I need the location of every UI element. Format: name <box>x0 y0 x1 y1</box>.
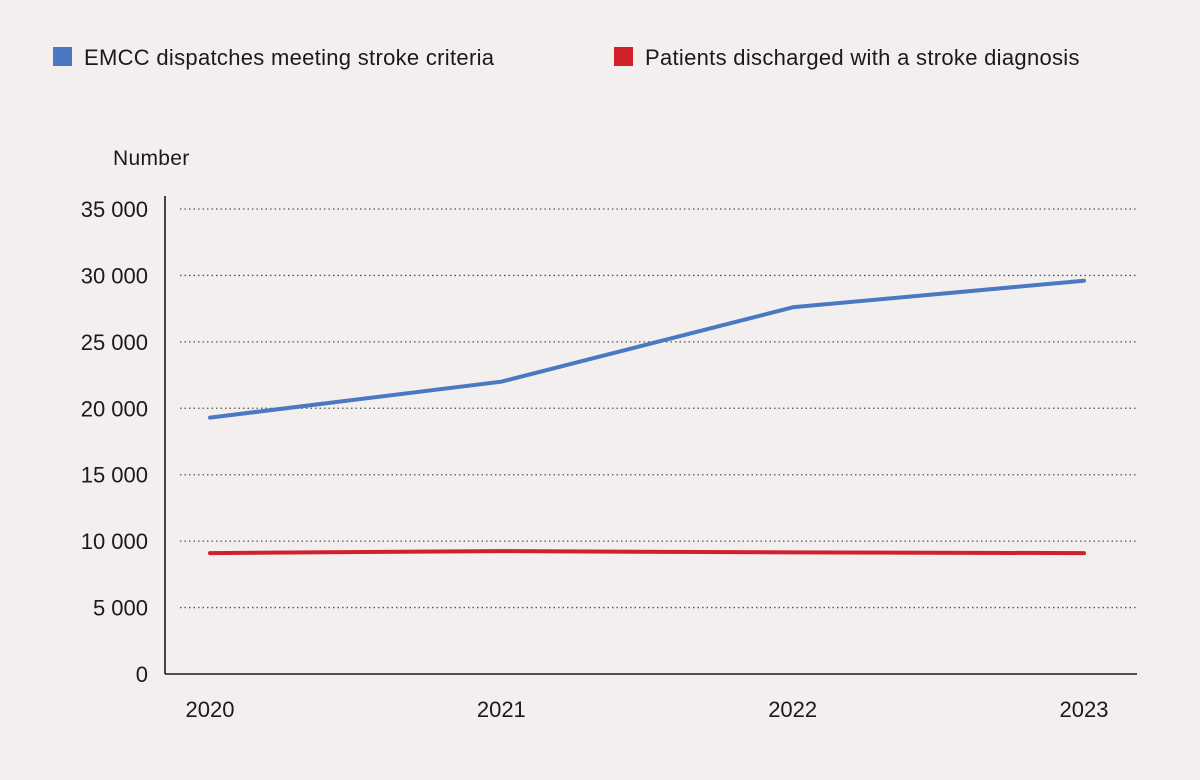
y-axis-title: Number <box>113 147 190 170</box>
y-tick-label: 20 000 <box>81 396 148 421</box>
y-tick-label: 25 000 <box>81 330 148 355</box>
x-tick-label: 2022 <box>768 697 817 722</box>
legend: EMCC dispatches meeting stroke criteria P… <box>53 45 1080 70</box>
series-lines <box>208 278 1086 556</box>
y-tick-label: 30 000 <box>81 263 148 288</box>
y-tick-label: 35 000 <box>81 197 148 222</box>
y-tick-label: 15 000 <box>81 463 148 488</box>
x-axis-ticks: 2020 2021 2022 2023 <box>186 697 1109 722</box>
x-tick-label: 2021 <box>477 697 526 722</box>
series-line-1 <box>208 278 1086 420</box>
legend-swatch-2 <box>614 47 633 66</box>
legend-label-2: Patients discharged with a stroke diagno… <box>645 45 1080 70</box>
series-line-2 <box>208 549 1086 556</box>
legend-swatch-1 <box>53 47 72 66</box>
y-tick-label: 10 000 <box>81 529 148 554</box>
x-tick-label: 2023 <box>1060 697 1109 722</box>
legend-label-1: EMCC dispatches meeting stroke criteria <box>84 45 495 70</box>
y-axis-ticks: 0 5 000 10 000 15 000 20 000 25 000 30 000 35 0… <box>81 197 148 687</box>
y-tick-label: 0 <box>136 662 148 687</box>
x-tick-label: 2020 <box>186 697 235 722</box>
gridlines <box>180 208 1137 609</box>
y-tick-label: 5 000 <box>93 596 148 621</box>
